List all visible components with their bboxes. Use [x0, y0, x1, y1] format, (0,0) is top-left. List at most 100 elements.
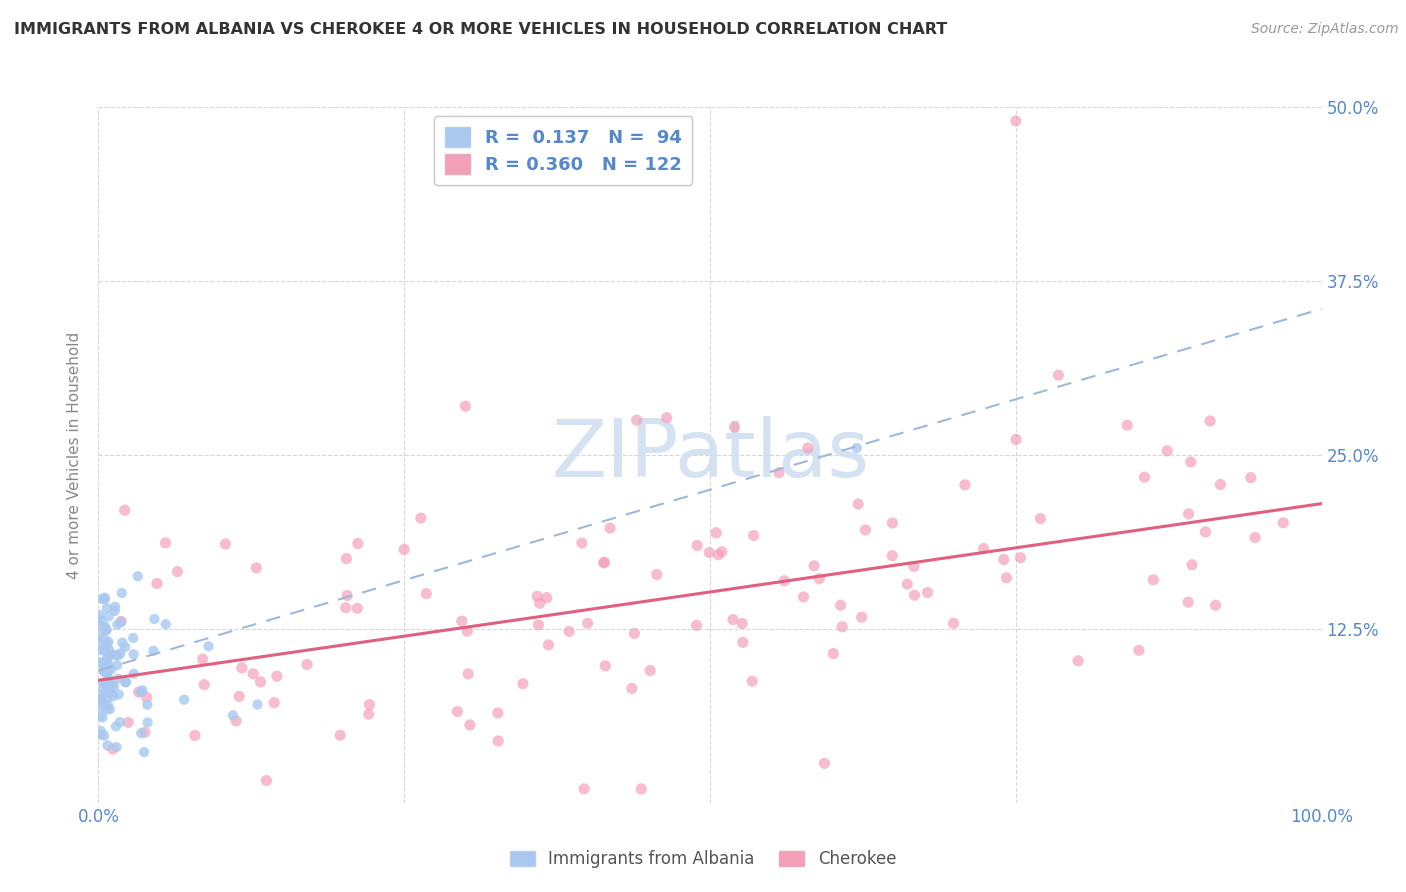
Point: [90, 591, 112, 606]
Point: [450, 614, 472, 628]
Point: [1004, 114, 1026, 128]
Point: [91, 676, 114, 690]
Point: [104, 648, 127, 662]
Point: [335, 600, 357, 615]
Point: [114, 640, 136, 654]
Point: [845, 441, 868, 455]
Point: [526, 590, 548, 604]
Point: [93, 664, 115, 678]
Point: [97, 672, 120, 686]
Point: [1156, 443, 1178, 458]
Point: [710, 545, 733, 559]
Point: [93, 643, 115, 657]
Point: [114, 503, 136, 517]
Point: [686, 539, 709, 553]
Point: [104, 599, 127, 614]
Point: [89, 708, 111, 723]
Point: [1133, 470, 1156, 484]
Point: [242, 666, 264, 681]
Point: [329, 728, 352, 742]
Point: [512, 677, 534, 691]
Point: [953, 478, 976, 492]
Point: [626, 413, 648, 427]
Point: [830, 598, 852, 612]
Point: [100, 663, 122, 677]
Point: [136, 715, 159, 730]
Point: [1180, 455, 1202, 469]
Point: [335, 551, 357, 566]
Point: [97, 657, 120, 671]
Point: [173, 692, 195, 706]
Point: [90, 613, 112, 627]
Point: [1010, 550, 1032, 565]
Point: [731, 616, 754, 631]
Point: [97, 682, 120, 697]
Point: [214, 537, 236, 551]
Point: [132, 745, 155, 759]
Point: [1205, 599, 1227, 613]
Point: [231, 661, 253, 675]
Point: [105, 617, 128, 632]
Point: [93, 592, 115, 607]
Point: [134, 725, 156, 739]
Point: [903, 559, 925, 574]
Point: [166, 565, 188, 579]
Point: [593, 658, 616, 673]
Point: [456, 624, 478, 639]
Point: [457, 667, 479, 681]
Point: [882, 549, 904, 563]
Point: [638, 664, 661, 678]
Point: [1116, 418, 1139, 433]
Point: [143, 612, 166, 626]
Legend: R =  0.137   N =  94, R = 0.360   N = 122: R = 0.137 N = 94, R = 0.360 N = 122: [434, 116, 692, 185]
Point: [630, 781, 652, 796]
Point: [110, 615, 132, 629]
Point: [529, 596, 551, 610]
Text: IMMIGRANTS FROM ALBANIA VS CHEROKEE 4 OR MORE VEHICLES IN HOUSEHOLD CORRELATION : IMMIGRANTS FROM ALBANIA VS CHEROKEE 4 OR…: [14, 22, 948, 37]
Legend: Immigrants from Albania, Cherokee: Immigrants from Albania, Cherokee: [503, 844, 903, 875]
Point: [917, 585, 939, 599]
Point: [721, 613, 744, 627]
Point: [122, 647, 145, 661]
Point: [593, 555, 616, 569]
Point: [1177, 507, 1199, 521]
Point: [107, 672, 129, 686]
Point: [117, 715, 139, 730]
Point: [1177, 595, 1199, 609]
Point: [135, 690, 157, 705]
Point: [576, 616, 599, 631]
Point: [685, 618, 707, 632]
Point: [808, 572, 831, 586]
Point: [98, 702, 121, 716]
Point: [392, 542, 415, 557]
Point: [1244, 531, 1267, 545]
Point: [97, 651, 120, 665]
Point: [98, 660, 121, 674]
Point: [131, 683, 153, 698]
Point: [90, 618, 112, 632]
Point: [1067, 654, 1090, 668]
Point: [110, 647, 132, 661]
Point: [90, 643, 112, 657]
Point: [89, 693, 111, 707]
Point: [100, 686, 122, 700]
Point: [142, 644, 165, 658]
Point: [89, 635, 111, 649]
Point: [94, 675, 117, 690]
Point: [851, 610, 873, 624]
Point: [831, 620, 853, 634]
Point: [122, 631, 145, 645]
Point: [773, 574, 796, 588]
Point: [1005, 433, 1028, 447]
Point: [537, 638, 560, 652]
Point: [104, 604, 127, 618]
Point: [94, 640, 117, 655]
Point: [96, 739, 118, 753]
Point: [105, 740, 128, 755]
Point: [266, 669, 288, 683]
Point: [645, 567, 668, 582]
Point: [107, 648, 129, 663]
Point: [96, 652, 118, 666]
Point: [623, 626, 645, 640]
Point: [114, 675, 136, 690]
